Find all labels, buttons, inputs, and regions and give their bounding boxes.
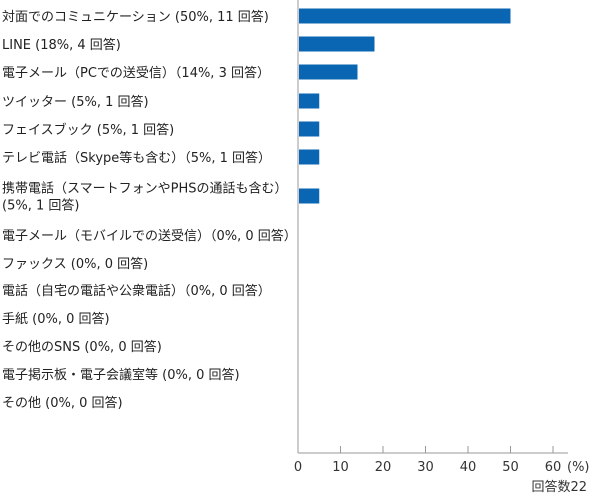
bar (299, 36, 375, 52)
category-labels: 対面でのコミュニケーション (50%, 11 回答) LINE (18%, 4 回… (2, 9, 297, 411)
bar (299, 8, 511, 24)
category-label: ファックス (0%, 0 回答) (2, 256, 148, 272)
category-label: ツイッター (5%, 1 回答) (2, 94, 149, 110)
category-label: 電子メール（モバイルでの送受信）（0%, 0 回答） (2, 228, 297, 244)
x-tick-label: 50 (502, 460, 519, 475)
category-label: (5%, 1 回答) (2, 198, 79, 214)
category-label: 電子メール（PCでの送受信）（14%, 3 回答） (2, 65, 270, 81)
response-count: 回答数22 (531, 479, 587, 494)
category-label: 電話（自宅の電話や公衆電話）（0%, 0 回答） (2, 283, 271, 299)
category-label: 手紙 (0%, 0 回答) (2, 311, 110, 327)
x-unit-label: (%) (567, 460, 590, 475)
bar (299, 64, 358, 80)
category-label: 電子掲示板・電子会議室等 (0%, 0 回答) (2, 367, 240, 383)
bar (299, 93, 320, 109)
bar (299, 188, 320, 204)
category-label: その他 (0%, 0 回答) (2, 395, 123, 411)
category-label: LINE (18%, 4 回答) (2, 37, 121, 53)
x-tick-label: 20 (375, 460, 392, 475)
bar (299, 149, 320, 165)
x-tick-label: 0 (294, 460, 302, 475)
category-label: 対面でのコミュニケーション (50%, 11 回答) (2, 9, 269, 25)
category-label: その他のSNS (0%, 0 回答) (2, 339, 162, 355)
category-label: フェイスブック (5%, 1 回答) (2, 122, 174, 138)
category-label: 携帯電話（スマートフォンやPHSの通話も含む） (2, 181, 287, 197)
x-tick-label: 60 (545, 460, 562, 475)
bar (299, 121, 320, 137)
x-tick-label: 10 (332, 460, 349, 475)
x-axis: 0 10 20 30 40 50 60 (%) 回答数22 (294, 0, 590, 494)
bars (299, 8, 511, 204)
x-tick-label: 30 (417, 460, 434, 475)
x-tick-label: 40 (460, 460, 477, 475)
category-label: テレビ電話（Skype等も含む）（5%, 1 回答） (2, 150, 271, 166)
